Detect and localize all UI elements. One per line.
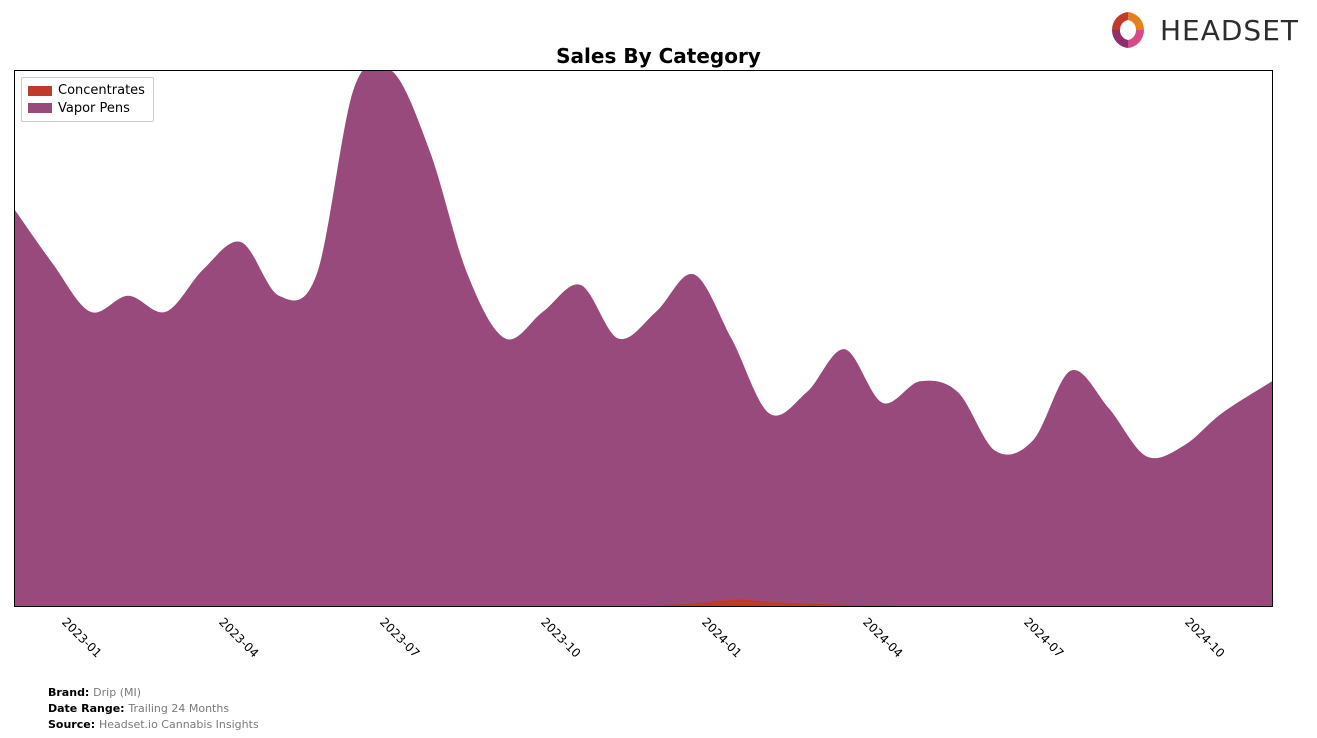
legend-swatch xyxy=(28,103,52,113)
x-tick-label: 2024-04 xyxy=(860,615,905,660)
legend-swatch xyxy=(28,86,52,96)
meta-value: Trailing 24 Months xyxy=(128,702,229,715)
x-tick-label: 2024-07 xyxy=(1021,615,1066,660)
legend: ConcentratesVapor Pens xyxy=(21,77,154,122)
x-tick-label: 2023-04 xyxy=(216,615,261,660)
meta-line: Date Range: Trailing 24 Months xyxy=(48,702,229,715)
legend-label: Vapor Pens xyxy=(58,100,130,118)
series-area-vapor-pens xyxy=(15,71,1272,606)
x-tick-label: 2023-07 xyxy=(377,615,422,660)
area-chart-svg xyxy=(15,71,1272,606)
meta-value: Drip (MI) xyxy=(93,686,141,699)
x-tick-label: 2024-10 xyxy=(1183,615,1228,660)
brand-logo: HEADSET xyxy=(1106,8,1299,52)
legend-item: Concentrates xyxy=(28,82,145,100)
chart-container: Sales By Category HEADSET ConcentratesVa… xyxy=(0,0,1317,738)
meta-value: Headset.io Cannabis Insights xyxy=(99,718,259,731)
legend-item: Vapor Pens xyxy=(28,100,145,118)
meta-label: Date Range: xyxy=(48,702,128,715)
meta-line: Brand: Drip (MI) xyxy=(48,686,141,699)
brand-logo-text: HEADSET xyxy=(1160,14,1299,47)
legend-label: Concentrates xyxy=(58,82,145,100)
x-tick-label: 2023-01 xyxy=(59,615,104,660)
plot-area: ConcentratesVapor Pens xyxy=(14,70,1273,607)
meta-line: Source: Headset.io Cannabis Insights xyxy=(48,718,259,731)
headset-logo-icon xyxy=(1106,8,1150,52)
meta-label: Brand: xyxy=(48,686,93,699)
x-tick-label: 2024-01 xyxy=(699,615,744,660)
meta-label: Source: xyxy=(48,718,99,731)
x-tick-label: 2023-10 xyxy=(538,615,583,660)
